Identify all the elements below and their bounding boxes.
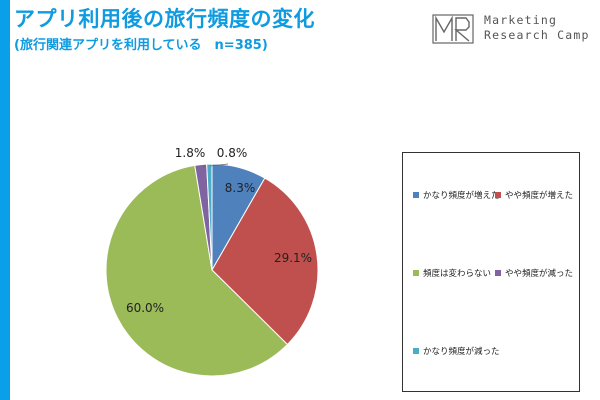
data-label-3: 60.0% [126,301,164,315]
pie-slice-2 [211,177,319,346]
brand-logo: Marketing Research Camp [432,13,600,48]
logo-mark-icon [432,14,474,44]
data-label-1: 8.3% [225,181,256,195]
logo-text: Marketing Research Camp [484,13,590,43]
legend-swatch [413,348,419,354]
logo-line-2: Research Camp [484,28,590,42]
legend-swatch [495,270,501,276]
leader-line-1 [203,164,206,169]
data-label-4: 1.8% [175,146,206,160]
pie-slice-3 [105,164,289,377]
logo-line-1: Marketing [484,13,558,27]
data-label-2: 29.1% [274,251,312,265]
chart-legend: かなり頻度が増えた やや頻度が増えた頻度は変わらない やや頻度が減ったかなり頻度が減… [402,152,580,392]
page-subtitle: (旅行関連アプリを利用している n=385) [14,38,268,53]
page-title: アプリ利用後の旅行頻度の変化 [14,7,315,31]
legend-swatch [413,192,419,198]
legend-item-3: 頻度は変わらない [413,267,491,279]
legend-swatch [413,270,419,276]
legend-swatch [495,192,501,198]
legend-item-4: やや頻度が減った [495,267,573,279]
legend-label: 頻度は変わらない [423,269,492,279]
legend-label: かなり頻度が減った [423,347,500,357]
accent-bar [0,0,10,400]
legend-item-1: かなり頻度が増えた [413,189,500,201]
leader-line-2 [209,163,229,167]
legend-label: やや頻度が減った [505,269,574,279]
legend-item-2: やや頻度が増えた [495,189,573,201]
data-label-5: 0.8% [217,146,248,160]
legend-label: やや頻度が増えた [505,191,574,201]
legend-item-5: かなり頻度が減った [413,345,500,357]
legend-label: かなり頻度が増えた [423,191,500,201]
pie-slice-5 [206,163,213,271]
